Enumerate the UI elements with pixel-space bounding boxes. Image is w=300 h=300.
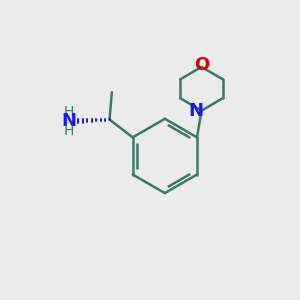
Text: H: H: [64, 104, 74, 118]
Text: N: N: [189, 102, 204, 120]
Text: N: N: [61, 112, 76, 130]
Text: H: H: [64, 124, 74, 137]
Text: O: O: [194, 56, 209, 74]
